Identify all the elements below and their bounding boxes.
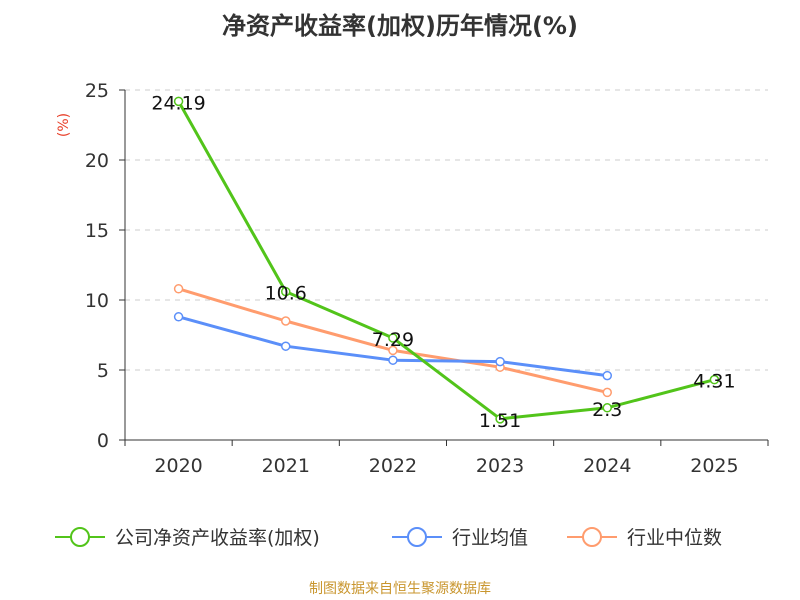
x-tick-label: 2022 [369, 455, 417, 477]
company-series-point [602, 403, 612, 413]
x-tick-label: 2025 [690, 455, 738, 477]
legend-label: 行业中位数 [627, 527, 722, 549]
industry-average-series-point [173, 312, 184, 322]
company-series-line [177, 100, 715, 421]
data-label: 1.51 [479, 410, 521, 432]
x-tick-label: 2023 [476, 455, 524, 477]
y-tick-label: 5 [97, 360, 109, 382]
legend-marker [582, 527, 602, 547]
x-tick-label: 2020 [154, 455, 202, 477]
industry-median-series-point [388, 345, 398, 356]
industry-median-series-point [173, 284, 184, 294]
source-footer: 制图数据来自恒生聚源数据库 [309, 581, 491, 597]
chart-title: 净资产收益率(加权)历年情况(%) [222, 12, 578, 40]
legend-industry-median: 行业中位数 [567, 527, 722, 549]
y-tick-label: 15 [85, 220, 109, 242]
industry-average-series-point [281, 341, 291, 351]
legend-marker [407, 527, 427, 547]
y-tick-label: 20 [85, 150, 109, 172]
legend-company: 公司净资产收益率(加权) [55, 527, 320, 549]
y-axis-label: (%) [56, 113, 72, 137]
industry-median-series-point [281, 316, 291, 326]
company-series-point [173, 96, 184, 107]
data-label: 10.6 [265, 283, 307, 305]
data-label: 2.3 [592, 399, 622, 421]
company-series-point [709, 374, 720, 385]
data-label: 4.31 [693, 371, 735, 393]
industry-average-series-point [388, 355, 398, 365]
company-series-point [281, 286, 291, 297]
data-label: 7.29 [372, 329, 414, 351]
legend-label: 行业均值 [452, 527, 528, 549]
legend-industry-average: 行业均值 [392, 527, 528, 549]
x-tick-label: 2021 [262, 455, 310, 477]
industry-average-series-point [602, 370, 612, 381]
data-label: 24.19 [151, 92, 205, 114]
industry-median-series-point [602, 387, 612, 398]
legend-label: 公司净资产收益率(加权) [115, 527, 320, 549]
y-tick-label: 25 [85, 80, 109, 102]
y-tick-label: 0 [97, 430, 109, 452]
company-series-point [388, 333, 398, 343]
company-series-point [495, 414, 505, 424]
x-tick-label: 2024 [583, 455, 631, 477]
industry-average-series-point [495, 356, 505, 367]
y-tick-label: 10 [85, 290, 109, 312]
legend-marker [70, 527, 90, 547]
